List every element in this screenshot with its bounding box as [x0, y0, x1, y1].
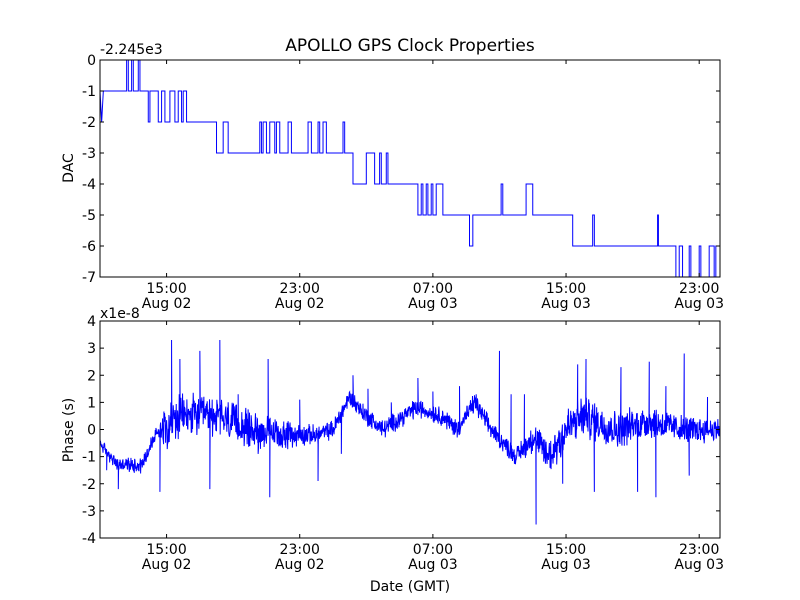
phase-y-tick-label: 0: [87, 423, 96, 439]
dac-y-ticks: 0 -1 -2 -3 -4 -5 -6 -7: [82, 53, 720, 286]
phase-y-tick-label: 4: [87, 314, 96, 330]
dac-x-tick-label-date: Aug 03: [541, 296, 591, 312]
phase-series-line: [100, 340, 720, 524]
dac-y-tick-label: -3: [82, 146, 96, 162]
phase-y-tick-label: -2: [82, 477, 96, 493]
phase-x-tick-label-time: 15:00: [546, 542, 586, 558]
phase-x-tick-label-date: Aug 02: [142, 557, 192, 573]
phase-offset-label: x1e-8: [100, 306, 140, 322]
phase-y-tick-label: -1: [82, 450, 96, 466]
phase-x-tick-label-time: 15:00: [146, 542, 186, 558]
dac-x-tick-label-time: 15:00: [146, 281, 186, 297]
dac-x-tick-label-date: Aug 02: [142, 296, 192, 312]
dac-y-tick-label: -6: [82, 239, 96, 255]
dac-x-tick-label-time: 23:00: [280, 281, 320, 297]
phase-x-tick-label-date: Aug 03: [408, 557, 458, 573]
phase-line-path: [100, 340, 720, 524]
phase-x-tick-label-time: 07:00: [413, 542, 453, 558]
x-axis-label: Date (GMT): [370, 579, 450, 595]
dac-x-tick-label-date: Aug 03: [674, 296, 724, 312]
dac-subplot: APOLLO GPS Clock Properties -2.245e3 DAC…: [61, 36, 724, 312]
dac-series-line: [100, 60, 720, 277]
dac-y-tick-label: -5: [82, 208, 96, 224]
phase-y-tick-label: 3: [87, 341, 96, 357]
figure: APOLLO GPS Clock Properties -2.245e3 DAC…: [0, 0, 800, 600]
phase-y-tick-label: 1: [87, 395, 96, 411]
dac-axes-frame: [100, 60, 720, 277]
phase-y-tick-label: 2: [87, 368, 96, 384]
dac-y-tick-label: -1: [82, 84, 96, 100]
dac-line-path: [100, 60, 720, 277]
dac-x-tick-label-date: Aug 03: [408, 296, 458, 312]
dac-x-tick-label-date: Aug 02: [275, 296, 325, 312]
dac-y-tick-label: -4: [82, 177, 96, 193]
dac-y-tick-label: -7: [82, 270, 96, 286]
dac-x-tick-label-time: 07:00: [413, 281, 453, 297]
phase-x-tick-label-date: Aug 03: [674, 557, 724, 573]
dac-y-tick-label: -2: [82, 115, 96, 131]
phase-y-tick-label: -3: [82, 504, 96, 520]
phase-y-tick-label: -4: [82, 531, 96, 547]
phase-y-axis-label: Phase (s): [61, 398, 77, 462]
phase-x-tick-label-time: 23:00: [679, 542, 719, 558]
dac-y-axis-label: DAC: [61, 153, 77, 183]
dac-y-tick-label: 0: [87, 53, 96, 69]
dac-x-tick-label-time: 23:00: [679, 281, 719, 297]
dac-x-tick-label-time: 15:00: [546, 281, 586, 297]
chart-title: APOLLO GPS Clock Properties: [285, 36, 535, 56]
phase-x-tick-label-date: Aug 02: [275, 557, 325, 573]
phase-x-tick-label-time: 23:00: [280, 542, 320, 558]
phase-x-tick-label-date: Aug 03: [541, 557, 591, 573]
dac-offset-label: -2.245e3: [100, 42, 163, 58]
